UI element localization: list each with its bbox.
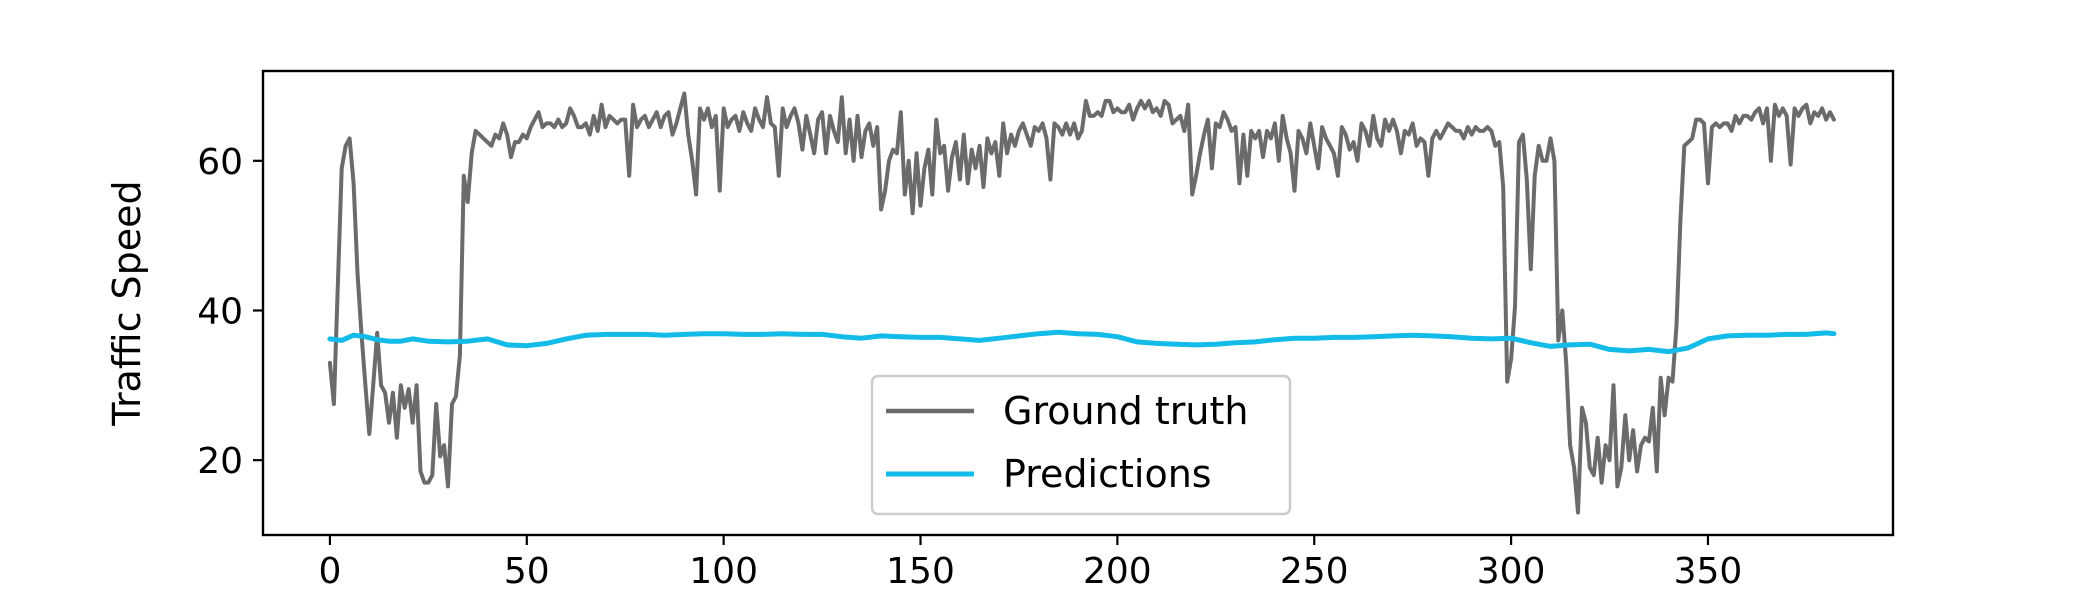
y-tick-label: 40 xyxy=(197,291,243,332)
series-group xyxy=(327,91,1837,515)
series-line-ground-truth xyxy=(327,91,1836,515)
x-tick-label: 0 xyxy=(318,551,341,592)
y-tick-label: 20 xyxy=(197,441,243,482)
legend-label-ground-truth: Ground truth xyxy=(1003,389,1248,433)
x-tick-label: 350 xyxy=(1674,551,1743,592)
legend: Ground truth Predictions xyxy=(870,374,1292,516)
series-line-predictions xyxy=(327,329,1837,355)
x-tick-label: 100 xyxy=(689,551,758,592)
y-axis: 20 40 60 xyxy=(197,142,263,482)
legend-box xyxy=(870,374,1292,516)
x-tick-label: 50 xyxy=(504,551,550,592)
x-tick-label: 250 xyxy=(1280,551,1349,592)
y-tick-label: 60 xyxy=(197,142,243,183)
y-axis-label: Traffic Speed xyxy=(105,180,149,426)
x-tick-label: 200 xyxy=(1083,551,1152,592)
plot-frame xyxy=(261,69,1895,537)
legend-label-predictions: Predictions xyxy=(1003,452,1212,496)
x-axis: 0 50 100 150 200 250 300 350 xyxy=(318,535,1742,592)
x-tick-label: 150 xyxy=(886,551,955,592)
x-tick-label: 300 xyxy=(1477,551,1546,592)
